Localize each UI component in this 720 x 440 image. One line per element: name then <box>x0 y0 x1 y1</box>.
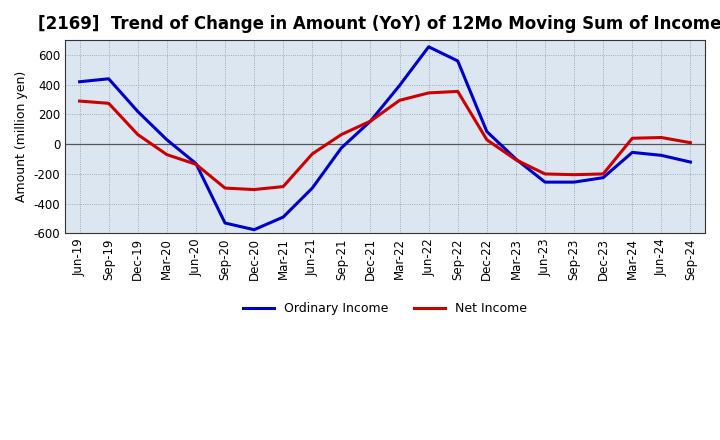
Net Income <box>104 101 113 106</box>
Net Income <box>541 171 549 176</box>
Net Income <box>133 132 142 137</box>
Ordinary Income <box>366 118 375 124</box>
Net Income <box>192 161 200 167</box>
Net Income <box>512 157 521 162</box>
Net Income <box>454 89 462 94</box>
Ordinary Income <box>570 180 578 185</box>
Ordinary Income <box>686 159 695 165</box>
Ordinary Income <box>308 185 317 191</box>
Net Income <box>366 118 375 124</box>
Ordinary Income <box>76 79 84 84</box>
Ordinary Income <box>395 83 404 88</box>
Net Income <box>308 151 317 157</box>
Ordinary Income <box>424 44 433 49</box>
Net Income <box>686 140 695 145</box>
Net Income <box>279 184 287 189</box>
Ordinary Income <box>454 58 462 63</box>
Net Income <box>657 135 666 140</box>
Ordinary Income <box>221 220 230 226</box>
Ordinary Income <box>628 150 636 155</box>
Net Income <box>337 132 346 137</box>
Net Income <box>163 152 171 157</box>
Net Income <box>628 136 636 141</box>
Net Income <box>599 171 608 176</box>
Ordinary Income <box>192 161 200 166</box>
Net Income <box>482 137 491 143</box>
Line: Net Income: Net Income <box>80 92 690 190</box>
Ordinary Income <box>250 227 258 232</box>
Net Income <box>76 99 84 104</box>
Ordinary Income <box>163 137 171 143</box>
Net Income <box>250 187 258 192</box>
Ordinary Income <box>104 76 113 81</box>
Net Income <box>424 90 433 95</box>
Title: [2169]  Trend of Change in Amount (YoY) of 12Mo Moving Sum of Incomes: [2169] Trend of Change in Amount (YoY) o… <box>38 15 720 33</box>
Legend: Ordinary Income, Net Income: Ordinary Income, Net Income <box>238 297 532 320</box>
Net Income <box>221 185 230 191</box>
Ordinary Income <box>657 153 666 158</box>
Y-axis label: Amount (million yen): Amount (million yen) <box>15 71 28 202</box>
Line: Ordinary Income: Ordinary Income <box>80 47 690 230</box>
Ordinary Income <box>279 214 287 220</box>
Ordinary Income <box>512 157 521 162</box>
Ordinary Income <box>599 175 608 180</box>
Ordinary Income <box>541 180 549 185</box>
Ordinary Income <box>482 129 491 134</box>
Net Income <box>395 98 404 103</box>
Ordinary Income <box>133 109 142 114</box>
Net Income <box>570 172 578 177</box>
Ordinary Income <box>337 145 346 150</box>
